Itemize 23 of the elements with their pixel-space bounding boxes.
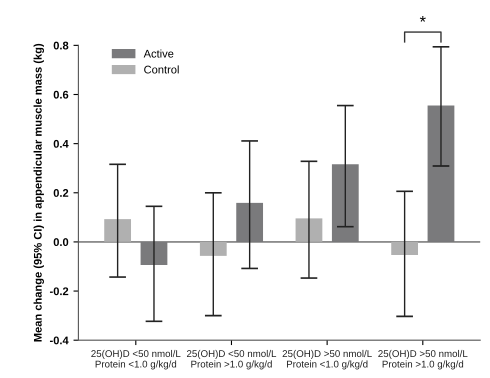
bar (200, 242, 227, 256)
legend-label: Control (144, 65, 179, 74)
y-tick-label: 0.2 (54, 189, 68, 197)
bar (428, 106, 454, 242)
y-tick-label: 0.8 (54, 42, 68, 50)
y-tick-label: 0.0 (54, 238, 68, 246)
bar (236, 202, 264, 242)
x-tick-label: 25(OH)D <50 nmol/L Protein >1.0 g/kg/d (186, 350, 276, 370)
x-tick-label: 25(OH)D <50 nmol/L Protein <1.0 g/kg/d (91, 350, 180, 370)
legend-label: Active (144, 49, 174, 58)
y-tick-label: 0.4 (54, 140, 69, 148)
y-tick-label: 0.6 (54, 90, 68, 99)
bar (296, 218, 322, 242)
bar (140, 242, 168, 266)
text: * (420, 16, 426, 22)
bar (391, 242, 418, 255)
y-tick-label: -0.4 (50, 336, 69, 344)
bar (332, 164, 359, 242)
bar (104, 219, 132, 242)
x-tick-label: 25(OH)D >50 nmol/L Protein >1.0 g/kg/d (378, 350, 468, 370)
x-tick-label: 25(OH)D >50 nmol/L Protein <1.0 g/kg/d (282, 350, 372, 370)
y-tick-label: -0.2 (50, 287, 68, 296)
y-axis-title: Mean change (95% CI) in appendicular muscle mass (kg) (34, 44, 44, 342)
